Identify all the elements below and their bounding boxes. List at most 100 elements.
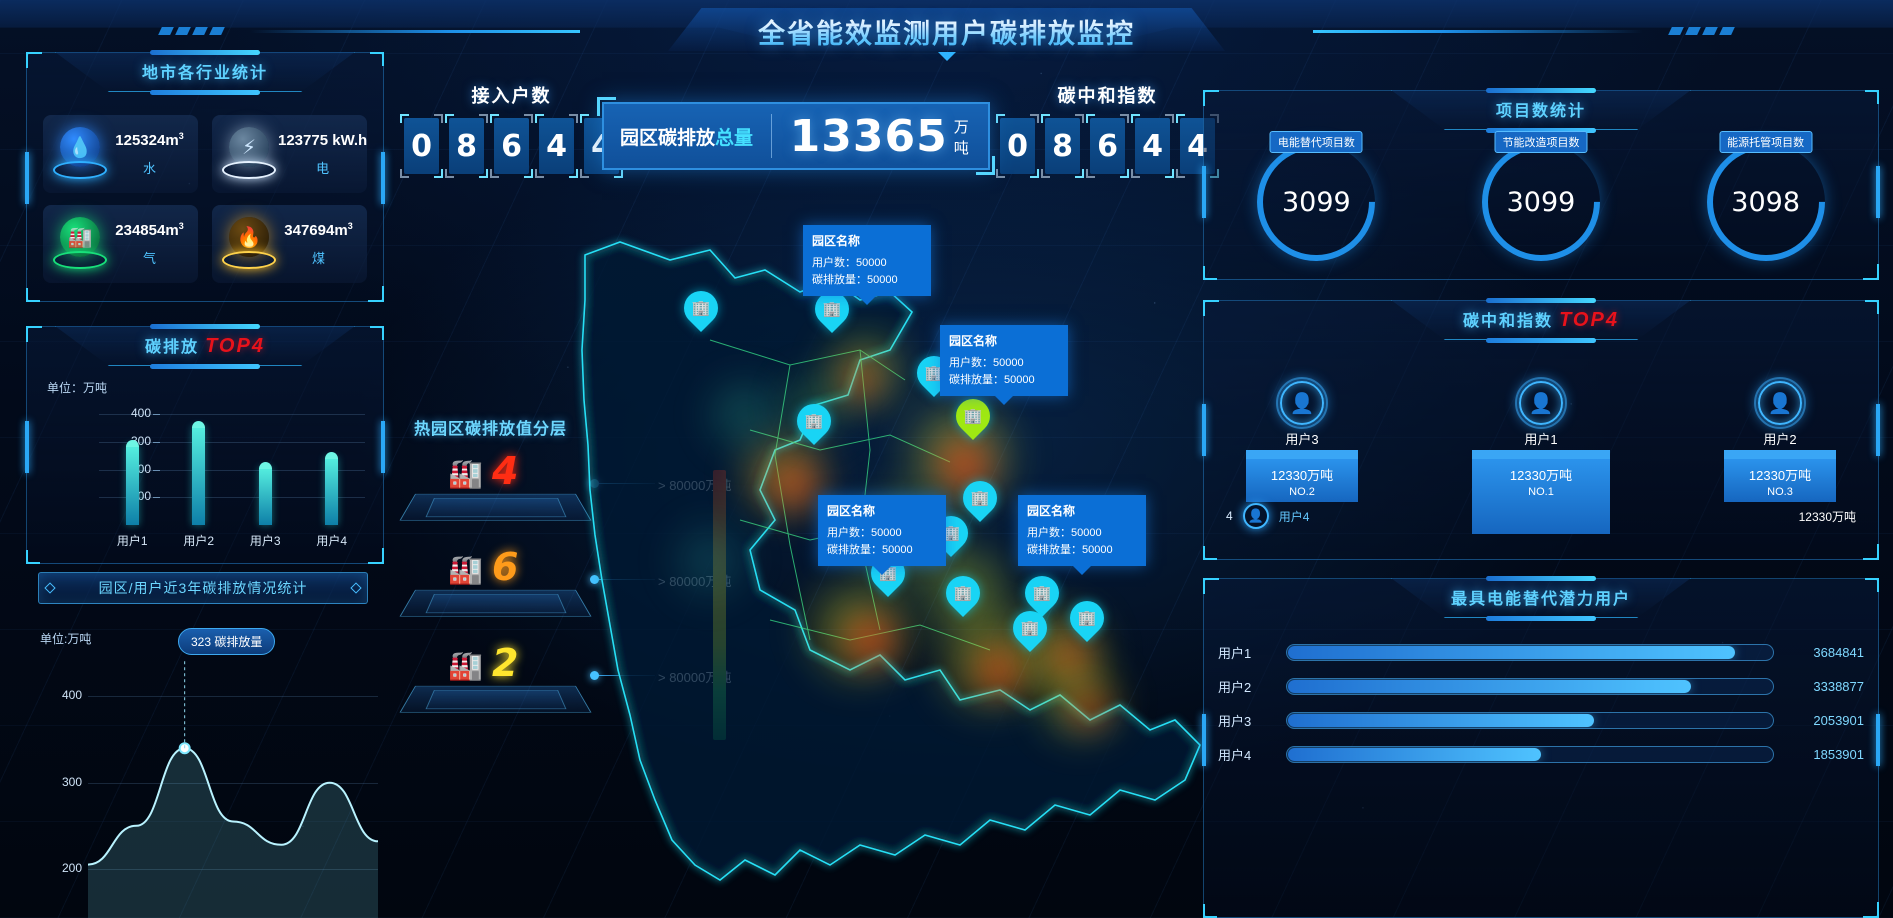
trend-ytick: 200: [61, 860, 82, 875]
title-container: 全省能效监测用户碳排放监控: [668, 8, 1225, 61]
counter-digit: 0: [996, 114, 1039, 178]
map-marker[interactable]: 🏢: [1062, 593, 1112, 645]
province-heatmap[interactable]: 🏢 🏢 🏢 🏢 🏢 🏢 🏢 🏢 🏢 🏢 🏢 🏢 园区名: [560, 200, 1220, 918]
potential-user-row[interactable]: 用户1 3684841: [1218, 635, 1864, 669]
donut-value: 3098: [1731, 186, 1800, 218]
top4-chart-unit: 单位：万吨: [47, 381, 108, 395]
title-chevron-icon: [737, 52, 1157, 62]
podium-rank1-name: 用户1: [1524, 432, 1558, 447]
potential-user-label: 用户1: [1218, 645, 1252, 661]
project-donut[interactable]: 3098 能源托管项目数: [1682, 118, 1850, 286]
map-marker[interactable]: 🏢: [676, 283, 726, 335]
map-marker[interactable]: 🏢: [955, 473, 1005, 525]
total-emission-unit: 万吨: [953, 119, 969, 157]
map-marker[interactable]: 🏢: [938, 568, 988, 620]
potential-progress-track: [1286, 711, 1774, 729]
coal-unit-sup: 3: [347, 221, 353, 231]
carbon-neutral-index-counter: 碳中和指数 0 8 6 4 4: [996, 82, 1219, 178]
industry-card-coal[interactable]: 🔥 347694m3 煤: [212, 205, 367, 283]
map-tooltip-emission: 碳排放量：50000: [949, 373, 1035, 386]
counter-digit: 8: [445, 114, 488, 178]
gas-meter-icon: 🏭: [51, 215, 109, 273]
top4-title-text: 碳排放: [145, 339, 200, 356]
podium-rank4-amount: 12330万吨: [1798, 509, 1856, 524]
total-emission-label: 园区碳排放总量: [620, 123, 753, 150]
heat-blob: [1060, 686, 1116, 730]
heat-blob: [655, 512, 765, 608]
podium-rank1-rank: NO.1: [1528, 486, 1554, 498]
factory-icon: 🏭: [448, 650, 483, 681]
potential-user-row[interactable]: 用户3 2053901: [1218, 703, 1864, 737]
podium-rank2[interactable]: 👤 用户2 12330万吨 NO.3: [1724, 377, 1836, 502]
panel-head-industry: [55, 50, 355, 95]
donut-label: 电能替代项目数: [1269, 131, 1363, 153]
trend-toggle-button[interactable]: 园区/用户近3年碳排放情况统计: [38, 572, 368, 604]
total-label-accent: 总量: [715, 127, 754, 149]
water-unit-sup: 3: [178, 131, 184, 141]
panel-edge-left: [25, 152, 29, 205]
industry-card-water[interactable]: 💧 125324m3 水: [43, 115, 198, 193]
map-tooltip: 园区名称 用户数：50000 碳排放量：50000: [818, 495, 946, 566]
potential-progress-fill: [1288, 747, 1541, 761]
map-pin-icon: 🏢: [789, 396, 839, 446]
gas-unit-sup: 3: [178, 221, 184, 231]
counter-digit: 4: [1131, 114, 1174, 178]
donut-value: 3099: [1281, 186, 1351, 218]
carbon-neutral-index-label: 碳中和指数: [1057, 86, 1158, 106]
map-marker[interactable]: 🏢: [948, 391, 998, 443]
user-avatar-icon: 👤: [1754, 377, 1806, 429]
podium-panel-title: 碳中和指数 TOP4: [1204, 307, 1878, 332]
project-donut[interactable]: 3099 节能改造项目数: [1457, 118, 1625, 286]
podium-rank1[interactable]: 👤 用户1 12330万吨 NO.1: [1472, 377, 1610, 534]
total-separator: [771, 114, 772, 158]
potential-progress-track: [1286, 745, 1774, 763]
podium-rank1-block: 12330万吨 NO.1: [1472, 450, 1610, 534]
factory-icon: 🏭: [448, 458, 483, 489]
potential-user-value: 3338877: [1813, 678, 1864, 694]
carbon-top4-panel: 碳排放 TOP4 单位：万吨 400 300 200 100 用户1 用户2 用户3 用…: [25, 324, 385, 564]
water-drop-icon: 💧: [51, 125, 109, 183]
dashboard-header: 全省能效监测用户碳排放监控: [0, 0, 1893, 72]
potential-user-value: 2053901: [1813, 712, 1864, 728]
potential-user-row[interactable]: 用户2 3338877: [1218, 669, 1864, 703]
heat-blob: [764, 461, 826, 509]
layer-plate-inner: [425, 690, 567, 710]
water-value: 125324m: [115, 132, 179, 149]
bar-chart-bar: [192, 420, 206, 525]
map-marker[interactable]: 🏢: [789, 396, 839, 448]
header-dashes-right: [1668, 27, 1735, 35]
industry-grid: 💧 125324m3 水 ⚡ 123775 kW.h 电: [43, 115, 367, 283]
map-tooltip-users: 用户数：50000: [1027, 526, 1102, 539]
potential-user-label: 用户3: [1218, 713, 1252, 729]
access-households-counter: 接入户数 0 8 6 4 4: [400, 82, 623, 178]
heat-layer-count: 4: [492, 449, 519, 493]
podium-rank3[interactable]: 👤 用户3 12330万吨 NO.2: [1246, 377, 1358, 502]
podium-rank4-row[interactable]: 4 👤 用户4 12330万吨: [1226, 501, 1856, 531]
industry-card-electricity[interactable]: ⚡ 123775 kW.h 电: [212, 115, 367, 193]
total-label-prefix: 园区碳排放: [620, 127, 716, 149]
projects-panel-title: 项目数统计: [1495, 103, 1586, 120]
user-avatar-icon: 👤: [1242, 503, 1269, 529]
panel-head-potential: [1391, 576, 1691, 621]
gas-value: 234854m: [115, 222, 179, 239]
industry-card-gas[interactable]: 🏭 234854m3 气: [43, 205, 198, 283]
page-title: 全省能效监测用户碳排放监控: [758, 12, 1135, 51]
podium-rank2-block: 12330万吨 NO.3: [1724, 450, 1836, 502]
map-tooltip: 园区名称 用户数：50000 碳排放量：50000: [1018, 495, 1146, 566]
map-marker[interactable]: 🏢: [1005, 603, 1055, 655]
top4-bar-chart: 400 300 200 100 用户1 用户2 用户3 用户4: [37, 403, 375, 553]
potential-user-row[interactable]: 用户4 1853901: [1218, 737, 1864, 771]
heat-layer-count: 6: [492, 545, 519, 589]
potential-panel-title: 最具电能替代潜力用户: [1450, 591, 1631, 608]
counter-digit: 6: [1086, 114, 1129, 178]
map-tooltip-emission: 碳排放量：50000: [827, 543, 913, 556]
podium-title-accent: TOP4: [1559, 309, 1619, 331]
panel-edge-right: [381, 152, 385, 205]
factory-icon: 🏭: [448, 554, 483, 585]
map-marker[interactable]: 🏢: [807, 284, 857, 336]
user-avatar-icon: 👤: [1276, 377, 1328, 429]
layer-plate-inner: [425, 498, 567, 518]
heat-layer-count: 2: [492, 641, 519, 685]
project-donut[interactable]: 3099 电能替代项目数: [1232, 118, 1400, 286]
